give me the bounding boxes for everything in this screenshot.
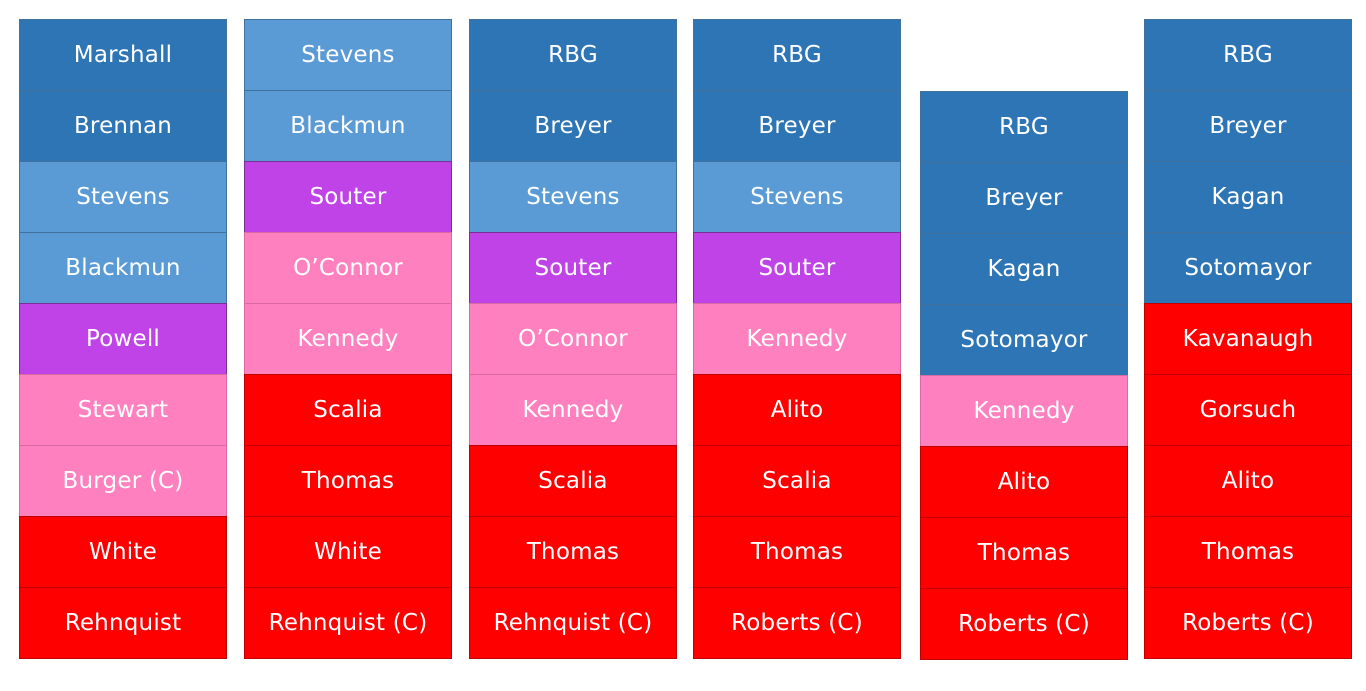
justice-cell: Kennedy <box>920 375 1128 447</box>
justice-cell: O’Connor <box>469 303 677 375</box>
justice-cell: Kennedy <box>469 374 677 446</box>
justice-cell: Breyer <box>1144 90 1352 162</box>
justice-cell: Thomas <box>693 516 901 588</box>
justice-cell: Kagan <box>1144 161 1352 233</box>
justice-cell: Kavanaugh <box>1144 303 1352 375</box>
court-column-4: RBG Breyer Stevens Souter Kennedy Alito Scalia… <box>693 19 901 659</box>
justice-cell: Brennan <box>19 90 227 162</box>
court-column-2: Stevens Blackmun Souter O’Connor Kennedy Scal… <box>244 19 452 659</box>
justice-cell: Kennedy <box>693 303 901 375</box>
justice-cell: Scalia <box>469 445 677 517</box>
justice-cell: Roberts (C) <box>1144 587 1352 659</box>
justice-cell: Stevens <box>693 161 901 233</box>
justice-cell: RBG <box>1144 19 1352 91</box>
justice-cell: Thomas <box>920 517 1128 589</box>
justice-cell: Stevens <box>469 161 677 233</box>
justice-cell: RBG <box>693 19 901 91</box>
justice-cell: Stevens <box>244 19 452 91</box>
justice-cell: Rehnquist (C) <box>244 587 452 659</box>
court-column-5: RBG Breyer Kagan Sotomayor Kennedy Alito Thoma… <box>920 91 1128 660</box>
justice-cell: Scalia <box>693 445 901 517</box>
justice-cell: Sotomayor <box>1144 232 1352 304</box>
justice-cell: Kagan <box>920 233 1128 305</box>
justice-cell: Roberts (C) <box>920 588 1128 660</box>
justice-cell: Breyer <box>693 90 901 162</box>
justice-cell: Thomas <box>469 516 677 588</box>
justice-cell: Rehnquist (C) <box>469 587 677 659</box>
justice-cell: RBG <box>920 91 1128 163</box>
justice-cell: Roberts (C) <box>693 587 901 659</box>
justice-cell: Sotomayor <box>920 304 1128 376</box>
justice-cell: Souter <box>693 232 901 304</box>
justice-cell: Souter <box>469 232 677 304</box>
justice-cell: RBG <box>469 19 677 91</box>
justice-cell: White <box>19 516 227 588</box>
court-column-3: RBG Breyer Stevens Souter O’Connor Kennedy Sca… <box>469 19 677 659</box>
justice-cell: Marshall <box>19 19 227 91</box>
justice-cell: Powell <box>19 303 227 375</box>
justice-cell: Souter <box>244 161 452 233</box>
justice-cell: Alito <box>693 374 901 446</box>
justice-cell: Stevens <box>19 161 227 233</box>
court-column-1: Marshall Brennan Stevens Blackmun Powell Stew… <box>19 19 227 659</box>
justice-cell: Blackmun <box>244 90 452 162</box>
justice-cell: Thomas <box>1144 516 1352 588</box>
justice-cell: Thomas <box>244 445 452 517</box>
justice-cell: Kennedy <box>244 303 452 375</box>
justice-cell: Burger (C) <box>19 445 227 517</box>
court-column-6: RBG Breyer Kagan Sotomayor Kavanaugh Gorsuch A… <box>1144 19 1352 659</box>
justice-cell: Breyer <box>920 162 1128 234</box>
justice-cell: White <box>244 516 452 588</box>
justice-cell: Stewart <box>19 374 227 446</box>
justice-cell: Scalia <box>244 374 452 446</box>
justice-cell: Alito <box>1144 445 1352 517</box>
justice-cell: Breyer <box>469 90 677 162</box>
justice-cell: Alito <box>920 446 1128 518</box>
justice-cell: O’Connor <box>244 232 452 304</box>
justice-cell: Gorsuch <box>1144 374 1352 446</box>
justice-cell: Blackmun <box>19 232 227 304</box>
justice-cell: Rehnquist <box>19 587 227 659</box>
